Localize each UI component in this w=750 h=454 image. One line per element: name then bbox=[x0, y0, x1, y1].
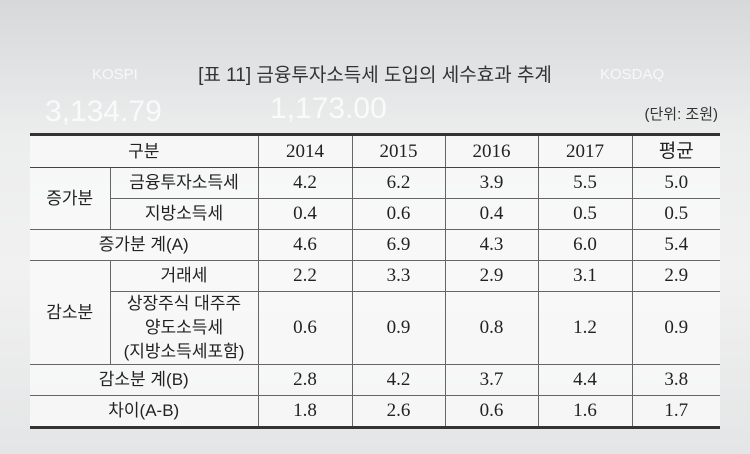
row-label: 차이(A-B) bbox=[30, 395, 259, 428]
table-row: 증가분 금융투자소득세 4.2 6.2 3.9 5.5 5.0 bbox=[30, 167, 720, 230]
value-cell: 0.5 bbox=[631, 198, 720, 230]
value-cell: 0.6 bbox=[257, 291, 353, 365]
value-cell: 3.8 bbox=[631, 364, 720, 396]
value-cell: 6.2 bbox=[351, 167, 446, 199]
header-cell: 구분 bbox=[30, 134, 259, 168]
value-cell: 3.7 bbox=[444, 364, 539, 396]
label-line: 지방소득세 bbox=[144, 204, 224, 223]
value-cell: 0.4 bbox=[444, 198, 539, 230]
value-cell: 6.9 bbox=[351, 229, 446, 261]
table-body: 구분 2014 2015 2016 2017 평균 증가분 금융투자소득세 4.2 6.2 3.9 5… bbox=[30, 134, 720, 428]
value-cell: 4.2 bbox=[257, 167, 353, 199]
label-line: 상장주식 대주주 bbox=[126, 294, 242, 313]
label-line: 거래세 bbox=[160, 266, 208, 285]
value-cell: 1.8 bbox=[257, 395, 353, 428]
label-line: 차이(A-B) bbox=[108, 401, 180, 420]
value-cell: 4.3 bbox=[444, 229, 539, 261]
value-cell: 2.2 bbox=[257, 260, 353, 292]
value-cell: 5.5 bbox=[537, 167, 633, 199]
value-cell: 0.6 bbox=[444, 395, 539, 428]
header-cell: 2015 bbox=[351, 134, 446, 168]
label-line: 증가분 계(A) bbox=[98, 235, 189, 254]
value-cell: 5.4 bbox=[631, 229, 720, 261]
bg-label: 1,173.00 bbox=[270, 92, 387, 125]
unit-note: (단위: 조원) bbox=[644, 106, 718, 123]
value-cell: 6.0 bbox=[537, 229, 633, 261]
value-cell: 1.6 bbox=[537, 395, 633, 428]
value-cell: 1.7 bbox=[631, 395, 720, 428]
total-row: 차이(A-B) 1.8 2.6 0.6 1.6 1.7 bbox=[30, 395, 720, 428]
bg-label: KOSPI bbox=[92, 66, 138, 83]
row-label: 증가분 계(A) bbox=[30, 229, 259, 261]
value-cell: 2.9 bbox=[444, 260, 539, 292]
label-line: 감소분 계(B) bbox=[98, 370, 189, 389]
bg-label: 3,134.79 bbox=[45, 95, 162, 128]
value-cell: 2.9 bbox=[631, 260, 720, 292]
value-cell: 3.9 bbox=[444, 167, 539, 199]
value-cell: 4.2 bbox=[351, 364, 446, 396]
value-cell: 0.9 bbox=[631, 291, 720, 365]
table-row: 상장주식 대주주 양도소득세 (지방소득세포함) 0.6 0.9 0.8 1.2 0.9 bbox=[30, 291, 720, 365]
value-cell: 1.2 bbox=[537, 291, 633, 365]
value-cell: 4.4 bbox=[537, 364, 633, 396]
bg-label: KOSDAQ bbox=[600, 66, 665, 83]
group-label: 감소분 bbox=[30, 260, 111, 365]
row-label: 지방소득세 bbox=[110, 198, 259, 230]
value-cell: 4.6 bbox=[257, 229, 353, 261]
value-cell: 0.4 bbox=[257, 198, 353, 230]
header-row: 구분 2014 2015 2016 2017 평균 bbox=[30, 134, 720, 168]
group-label: 증가분 bbox=[30, 167, 111, 230]
row-label: 감소분 계(B) bbox=[30, 364, 259, 396]
value-cell: 0.6 bbox=[351, 198, 446, 230]
row-label: 거래세 bbox=[109, 260, 259, 292]
value-cell: 5.0 bbox=[631, 167, 720, 199]
total-row: 감소분 계(B) 2.8 4.2 3.7 4.4 3.8 bbox=[30, 364, 720, 396]
value-cell: 3.1 bbox=[537, 260, 633, 292]
label-line: (지방소득세포함) bbox=[123, 342, 245, 361]
table: 구분 2014 2015 2016 2017 평균 증가분 금융투자소득세 4.2 6.2 3.9 5… bbox=[30, 133, 720, 429]
label-line: 금융투자소득세 bbox=[129, 173, 239, 192]
value-cell: 3.3 bbox=[351, 260, 446, 292]
total-row: 증가분 계(A) 4.6 6.9 4.3 6.0 5.4 bbox=[30, 229, 720, 261]
value-cell: 0.9 bbox=[351, 291, 446, 365]
value-cell: 2.6 bbox=[351, 395, 446, 428]
value-cell: 0.5 bbox=[537, 198, 633, 230]
value-cell: 0.8 bbox=[444, 291, 539, 365]
table-row: 지방소득세 0.4 0.6 0.4 0.5 0.5 bbox=[30, 198, 720, 230]
header-cell: 2014 bbox=[257, 134, 353, 168]
header-cell: 평균 bbox=[631, 134, 720, 168]
table-title: [표 11] 금융투자소득세 도입의 세수효과 추계 bbox=[198, 65, 552, 86]
header-cell: 2016 bbox=[444, 134, 539, 168]
header-cell: 2017 bbox=[537, 134, 633, 168]
value-cell: 2.8 bbox=[257, 364, 353, 396]
label-line: 양도소득세 bbox=[144, 318, 224, 337]
row-label: 금융투자소득세 bbox=[109, 167, 259, 199]
table-row: 감소분 거래세 2.2 3.3 2.9 3.1 2.9 bbox=[30, 260, 720, 365]
